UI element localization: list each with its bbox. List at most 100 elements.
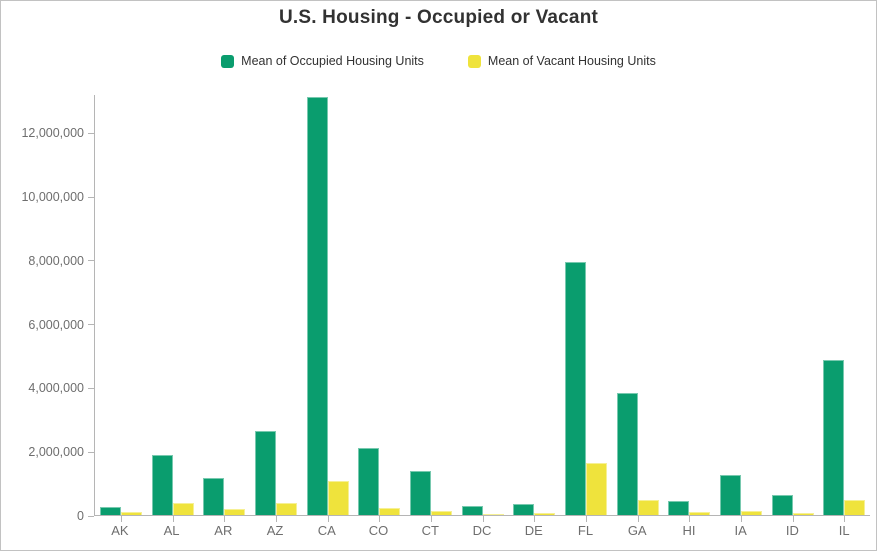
x-axis-label-al: AL [163, 523, 180, 538]
x-axis-label-ak: AK [111, 523, 129, 538]
y-axis-tick-label: 2,000,000 [28, 445, 84, 460]
bar-occupied-az[interactable] [254, 430, 276, 515]
y-axis-tick-mark [88, 387, 94, 389]
x-axis-labels: AK AL AR AZ CA CO CT DC DE FL GA HI IA ID IL [94, 523, 870, 538]
y-axis-tick-mark [88, 132, 94, 134]
x-axis-label-ar: AR [214, 523, 233, 538]
bar-vacant-co[interactable] [379, 507, 401, 515]
x-axis-tick-mark [224, 516, 226, 522]
y-axis-tick-mark [88, 324, 94, 326]
x-axis-tick-mark [275, 516, 277, 522]
y-axis-tick-label: 12,000,000 [21, 126, 84, 141]
bar-group-ak [95, 95, 147, 522]
bar-occupied-dc[interactable] [461, 506, 483, 515]
bar-occupied-de[interactable] [513, 503, 535, 515]
chart-title: U.S. Housing - Occupied or Vacant [278, 7, 599, 28]
bar-vacant-al[interactable] [172, 502, 194, 515]
bar-vacant-hi[interactable] [689, 512, 711, 515]
bar-vacant-ct[interactable] [430, 510, 452, 515]
bar-vacant-ia[interactable] [740, 510, 762, 515]
bar-occupied-hi[interactable] [668, 500, 690, 515]
bar-occupied-ga[interactable] [616, 393, 638, 515]
x-axis-tick-mark [585, 516, 587, 522]
bar-occupied-ct[interactable] [409, 471, 431, 515]
bar-vacant-id[interactable] [792, 512, 814, 515]
bar-group-de [508, 95, 560, 522]
bars-row [95, 95, 870, 522]
x-axis-label-dc: DC [472, 523, 492, 538]
legend-label: Mean of Vacant Housing Units [487, 54, 656, 68]
x-axis-tick-mark [327, 516, 329, 522]
x-axis-label-fl: FL [577, 523, 594, 538]
y-axis-tick-mark [88, 451, 94, 453]
bar-group-id [767, 95, 819, 522]
bar-group-ca [302, 95, 354, 522]
bar-vacant-ak[interactable] [120, 512, 142, 515]
bar-occupied-al[interactable] [151, 455, 173, 515]
y-axis-tick-label: 4,000,000 [28, 381, 84, 396]
bar-vacant-fl[interactable] [585, 463, 607, 515]
y-axis-tick-mark [88, 515, 94, 517]
y-axis-tick-label: 10,000,000 [21, 190, 84, 205]
legend-swatch-occupied [221, 54, 235, 68]
bar-occupied-il[interactable] [823, 359, 845, 515]
x-axis-label-ga: GA [627, 523, 647, 538]
bar-group-il [818, 95, 870, 522]
bar-vacant-ga[interactable] [637, 499, 659, 515]
x-axis-tick-mark [534, 516, 536, 522]
chart-legend: Mean of Occupied Housing Units Mean of Va… [1, 54, 876, 68]
x-axis-label-ca: CA [317, 523, 336, 538]
x-axis-label-il: IL [838, 523, 850, 538]
x-axis-label-hi: HI [682, 523, 696, 538]
bar-group-ct [405, 95, 457, 522]
bar-group-ia [715, 95, 767, 522]
bar-group-fl [560, 95, 612, 522]
bar-occupied-ca[interactable] [306, 96, 328, 515]
x-axis-label-de: DE [524, 523, 543, 538]
x-axis-tick-mark [637, 516, 639, 522]
bar-vacant-dc[interactable] [482, 513, 504, 515]
x-axis-tick-mark [689, 516, 691, 522]
legend-swatch-vacant [467, 54, 481, 68]
x-axis-tick-mark [172, 516, 174, 522]
bar-group-co [353, 95, 405, 522]
legend-item-vacant[interactable]: Mean of Vacant Housing Units [467, 54, 656, 68]
bar-vacant-ca[interactable] [327, 480, 349, 515]
bar-group-al [147, 95, 199, 522]
bar-vacant-ar[interactable] [224, 508, 246, 515]
bar-vacant-il[interactable] [844, 499, 866, 515]
x-axis-label-id: ID [785, 523, 799, 538]
bar-occupied-co[interactable] [358, 448, 380, 515]
bar-occupied-id[interactable] [771, 494, 793, 515]
y-axis-tick-label: 0 [77, 509, 84, 523]
x-axis-tick-mark [430, 516, 432, 522]
bar-occupied-ar[interactable] [203, 478, 225, 515]
bar-group-az [250, 95, 302, 522]
plot-area: 0 2,000,000 4,000,000 6,000,000 8,000,000 10,… [21, 95, 870, 523]
x-axis-tick-mark [740, 516, 742, 522]
x-axis-tick-mark [482, 516, 484, 522]
y-axis-tick-label: 6,000,000 [28, 317, 84, 332]
x-axis-tick-mark [792, 516, 794, 522]
x-axis-tick-mark [379, 516, 381, 522]
bar-occupied-ia[interactable] [719, 474, 741, 515]
legend-label: Mean of Occupied Housing Units [241, 54, 424, 68]
y-axis-tick-mark [88, 196, 94, 198]
y-axis-tick-mark [88, 260, 94, 262]
bar-occupied-fl[interactable] [564, 262, 586, 515]
x-axis-label-ia: IA [734, 523, 747, 538]
y-axis-tick-label: 8,000,000 [28, 253, 84, 268]
bar-group-hi [663, 95, 715, 522]
legend-item-occupied[interactable]: Mean of Occupied Housing Units [221, 54, 424, 68]
bar-group-ar [198, 95, 250, 522]
bar-vacant-de[interactable] [534, 512, 556, 515]
bar-occupied-ak[interactable] [99, 507, 121, 515]
bar-group-dc [457, 95, 509, 522]
x-axis-tick-mark [120, 516, 122, 522]
bar-group-ga [612, 95, 664, 522]
x-axis-tick-mark [844, 516, 846, 522]
bar-vacant-az[interactable] [275, 502, 297, 515]
x-axis-label-az: AZ [266, 523, 284, 538]
x-axis-label-co: CO [368, 523, 389, 538]
